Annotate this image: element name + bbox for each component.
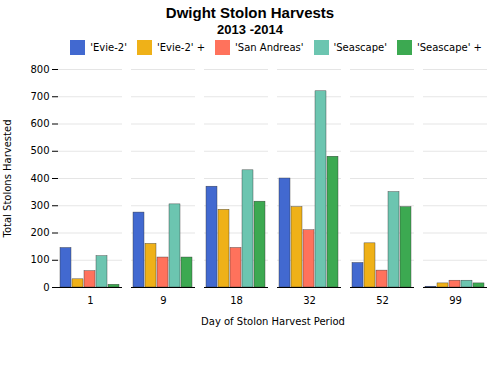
svg-text:9: 9 <box>160 295 166 306</box>
svg-text:52: 52 <box>376 295 389 306</box>
svg-text:200: 200 <box>30 227 49 238</box>
svg-text:700: 700 <box>30 91 49 102</box>
html-text:2013 -2014: 2013 -2014 <box>217 22 283 37</box>
svg-text:1: 1 <box>87 295 93 306</box>
html-text:'Evie-2': 'Evie-2' <box>90 42 127 53</box>
html-text:'Evie-2' +: 'Evie-2' + <box>156 42 206 53</box>
svg-text:400: 400 <box>30 173 49 184</box>
svg-text:Day of Stolon Harvest Period: Day of Stolon Harvest Period <box>201 316 345 327</box>
svg-text:99: 99 <box>449 295 462 306</box>
svg-text:300: 300 <box>30 200 49 211</box>
svg-text:600: 600 <box>30 118 49 129</box>
html-text:'Seascape' +: 'Seascape' + <box>417 42 482 53</box>
svg-text:800: 800 <box>30 64 49 75</box>
svg-text:32: 32 <box>303 295 316 306</box>
html-text:Dwight Stolon Harvests: Dwight Stolon Harvests <box>165 4 335 21</box>
svg-text:100: 100 <box>30 254 49 265</box>
svg-text:Total Stolons Harvested: Total Stolons Harvested <box>2 119 13 238</box>
html-text:'Seascape': 'Seascape' <box>333 42 387 53</box>
svg-text:0: 0 <box>43 282 49 293</box>
html-text:'San Andreas': 'San Andreas' <box>235 42 304 53</box>
svg-text:500: 500 <box>30 145 49 156</box>
svg-text:18: 18 <box>230 295 243 306</box>
